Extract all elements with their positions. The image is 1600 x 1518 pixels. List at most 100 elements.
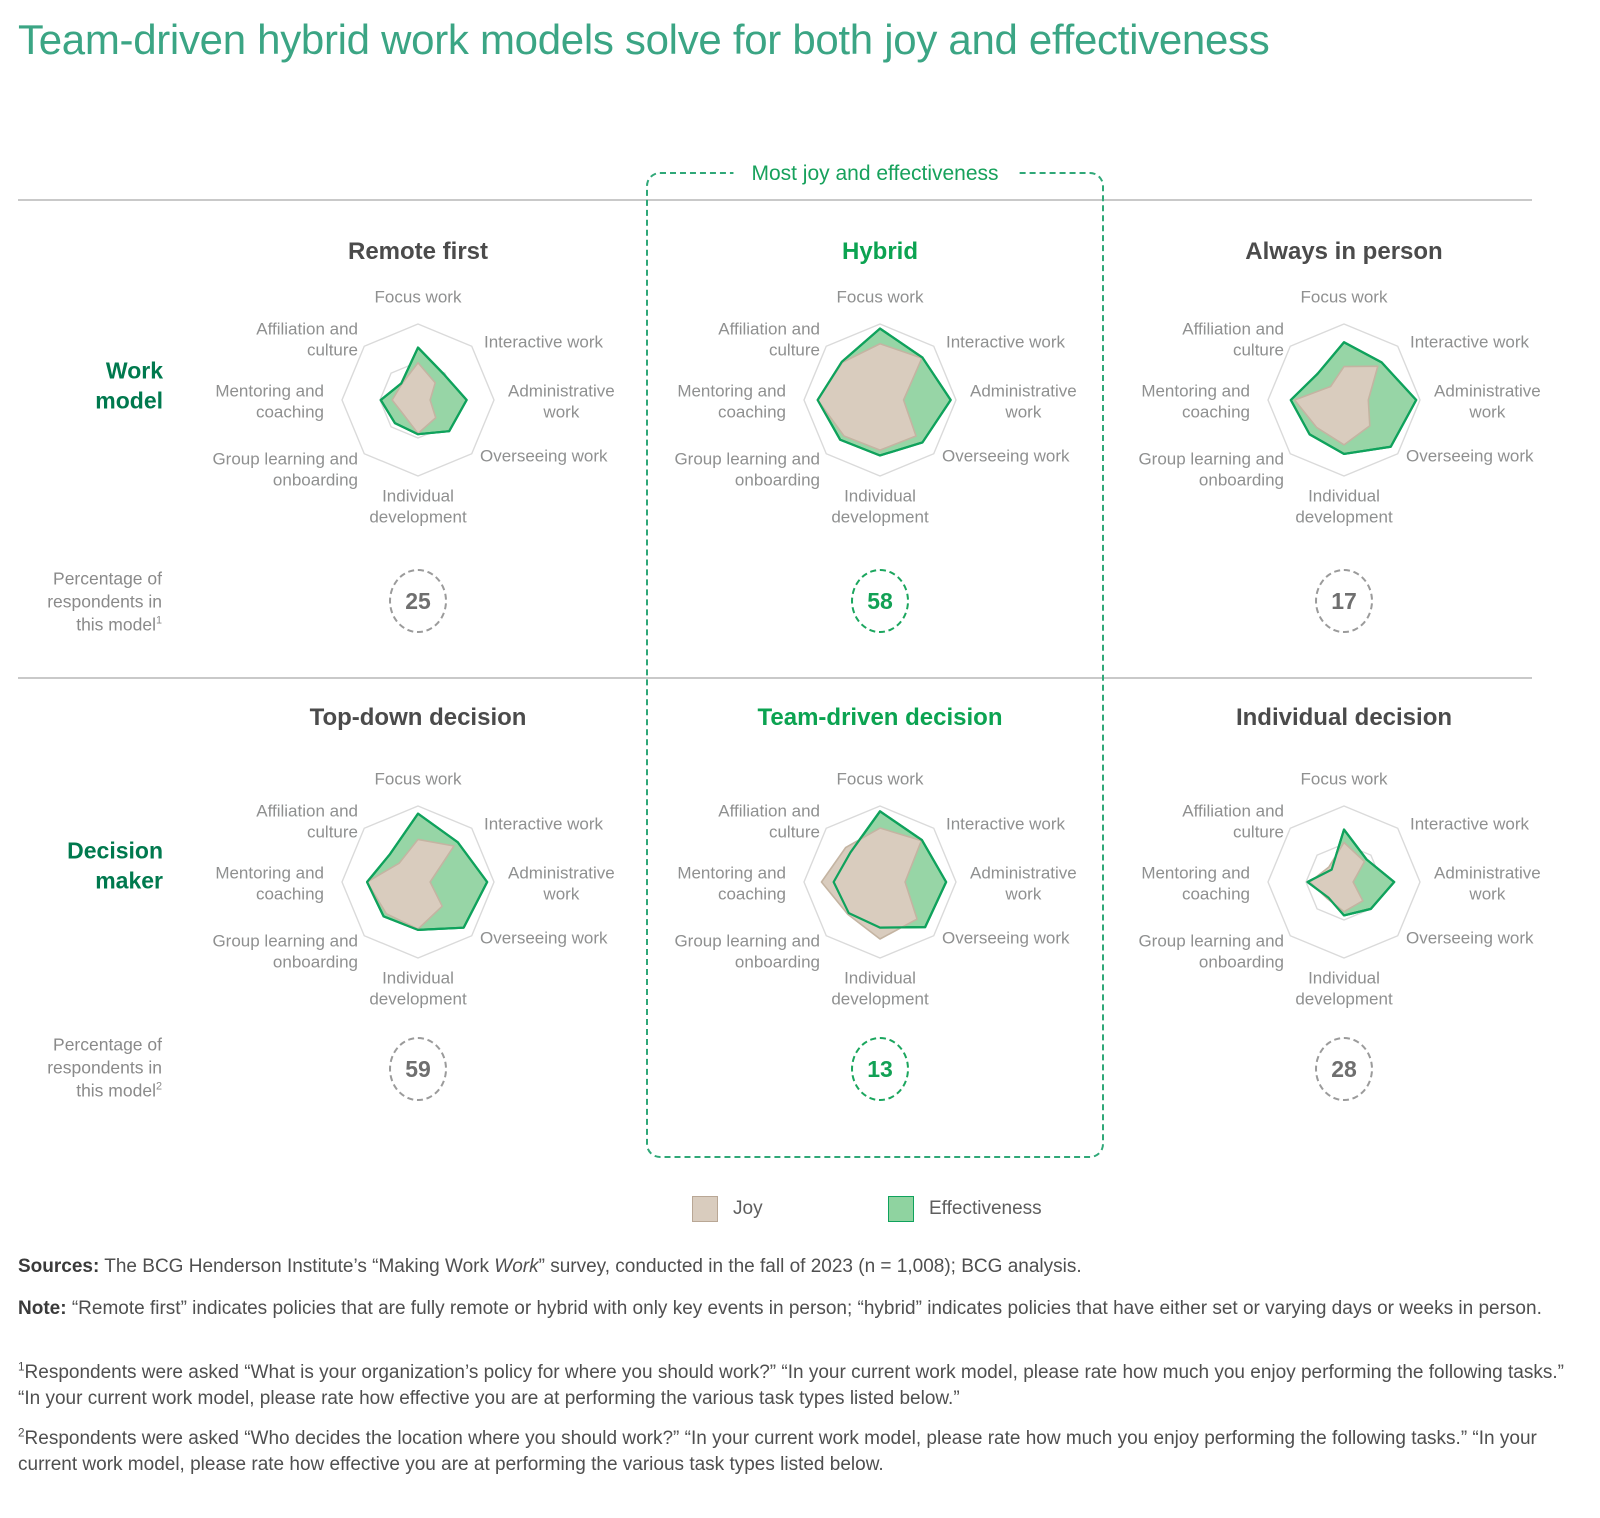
axis-label-affiliation-and-culture: Affiliation and culture xyxy=(718,319,820,359)
grid-ring xyxy=(1305,843,1383,921)
top-divider xyxy=(18,199,1532,201)
axis-label-administrative-work: Administrative work xyxy=(508,863,615,903)
row-label-decision-maker: Decision maker xyxy=(67,837,163,894)
axis-label-mentoring-and-coaching: Mentoring and coaching xyxy=(1141,863,1250,903)
axis-label-administrative-work: Administrative work xyxy=(1434,381,1541,421)
effectiveness-outline-hybrid xyxy=(816,327,952,457)
axis-label-administrative-work: Administrative work xyxy=(1434,863,1541,903)
axis-label-group-learning-and-onboarding: Group learning and onboarding xyxy=(1138,931,1284,971)
percentage-row-label-2: Percentage of respondents in this model2 xyxy=(47,1034,162,1101)
axis-label-group-learning-and-onboarding: Group learning and onboarding xyxy=(212,449,358,489)
axis-label-interactive-work: Interactive work xyxy=(946,814,1066,834)
percentage-badge-team-driven-decision: 13 xyxy=(851,1037,909,1101)
axis-label-focus-work: Focus work xyxy=(374,287,462,307)
axis-label-mentoring-and-coaching: Mentoring and coaching xyxy=(677,381,786,421)
note-label: Note: xyxy=(18,1298,67,1319)
axis-label-interactive-work: Interactive work xyxy=(1410,814,1530,834)
axis-label-overseeing-work: Overseeing work xyxy=(480,446,608,466)
axis-label-overseeing-work: Overseeing work xyxy=(942,928,1070,948)
chart-title-individual-decision: Individual decision xyxy=(1235,704,1453,731)
axis-label-overseeing-work: Overseeing work xyxy=(942,446,1070,466)
radar-chart-hybrid xyxy=(803,323,957,477)
axis-label-group-learning-and-onboarding: Group learning and onboarding xyxy=(212,931,358,971)
percentage-badge-individual-decision: 28 xyxy=(1315,1037,1373,1101)
axis-label-administrative-work: Administrative work xyxy=(970,863,1077,903)
axis-label-overseeing-work: Overseeing work xyxy=(1406,446,1534,466)
effectiveness-swatch xyxy=(888,1196,914,1222)
footnote-2: 2Respondents were asked “Who decides the… xyxy=(18,1426,1584,1478)
grid-ring xyxy=(803,323,957,477)
radar-chart-team-driven-decision xyxy=(803,805,957,959)
grid-ring xyxy=(1267,323,1421,477)
axis-label-focus-work: Focus work xyxy=(374,769,462,789)
axis-label-individual-development: Individual development xyxy=(1295,486,1393,526)
callout-label: Most joy and effectiveness xyxy=(733,162,1017,186)
chart-title-hybrid: Hybrid xyxy=(841,238,919,265)
percentage-badge-always-in-person: 17 xyxy=(1315,569,1373,633)
footnote-2-mark: 2 xyxy=(18,1426,25,1440)
effectiveness-outline-always-in-person xyxy=(1289,341,1418,456)
most-joy-callout-box: Most joy and effectiveness xyxy=(646,162,1104,1158)
joy-polygon-team-driven-decision xyxy=(820,827,923,940)
note-text: “Remote first” indicates policies that a… xyxy=(66,1298,1542,1319)
axis-label-group-learning-and-onboarding: Group learning and onboarding xyxy=(674,449,820,489)
sources-text-2: ” survey, conducted in the fall of 2023 … xyxy=(538,1256,1082,1277)
axis-label-interactive-work: Interactive work xyxy=(484,332,604,352)
joy-polygon-always-in-person xyxy=(1293,365,1379,446)
percentage-badge-remote-first: 25 xyxy=(389,569,447,633)
axis-label-affiliation-and-culture: Affiliation and culture xyxy=(256,319,358,359)
sources-line: Sources: The BCG Henderson Institute’s “… xyxy=(18,1254,1584,1280)
legend-item-joy: Joy xyxy=(692,1196,763,1222)
axis-label-group-learning-and-onboarding: Group learning and onboarding xyxy=(674,931,820,971)
effectiveness-outline-remote-first xyxy=(379,346,468,436)
joy-swatch xyxy=(692,1196,718,1222)
axis-label-individual-development: Individual development xyxy=(369,968,467,1008)
axis-label-affiliation-and-culture: Affiliation and culture xyxy=(718,801,820,841)
effectiveness-outline-individual-decision xyxy=(1306,828,1396,917)
axis-label-focus-work: Focus work xyxy=(836,287,924,307)
axis-label-mentoring-and-coaching: Mentoring and coaching xyxy=(1141,381,1250,421)
axis-label-interactive-work: Interactive work xyxy=(1410,332,1530,352)
axis-label-mentoring-and-coaching: Mentoring and coaching xyxy=(677,863,786,903)
effectiveness-legend-label: Effectiveness xyxy=(929,1198,1042,1219)
footnote-2-text: Respondents were asked “Who decides the … xyxy=(18,1428,1537,1476)
chart-title-always-in-person: Always in person xyxy=(1245,238,1443,265)
axis-label-overseeing-work: Overseeing work xyxy=(480,928,608,948)
footnote-1-text: Respondents were asked “What is your org… xyxy=(18,1362,1564,1410)
percentage-row-label-1: Percentage of respondents in this model1 xyxy=(47,568,162,635)
axis-label-individual-development: Individual development xyxy=(1295,968,1393,1008)
radar-chart-remote-first xyxy=(341,323,495,477)
percentage-badge-top-down-decision: 59 xyxy=(389,1037,447,1101)
axis-label-administrative-work: Administrative work xyxy=(508,381,615,421)
legend-item-effectiveness: Effectiveness xyxy=(888,1196,1042,1222)
grid-ring xyxy=(803,805,957,959)
chart-title-top-down-decision: Top-down decision xyxy=(309,704,527,731)
axis-label-interactive-work: Interactive work xyxy=(484,814,604,834)
axis-label-affiliation-and-culture: Affiliation and culture xyxy=(1182,319,1284,359)
note-line: Note: “Remote first” indicates policies … xyxy=(18,1296,1584,1322)
axis-label-individual-development: Individual development xyxy=(369,486,467,526)
effectiveness-outline-team-driven-decision xyxy=(832,810,948,929)
axis-label-administrative-work: Administrative work xyxy=(970,381,1077,421)
radar-chart-always-in-person xyxy=(1267,323,1421,477)
chart-title-team-driven-decision: Team-driven decision xyxy=(757,704,1003,731)
grid-ring xyxy=(1267,805,1421,959)
joy-legend-label: Joy xyxy=(733,1198,763,1219)
row-label-work-model: Work model xyxy=(95,357,163,414)
axis-label-affiliation-and-culture: Affiliation and culture xyxy=(256,801,358,841)
axis-label-focus-work: Focus work xyxy=(1300,287,1388,307)
axis-label-individual-development: Individual development xyxy=(831,486,929,526)
percentage-badge-hybrid: 58 xyxy=(851,569,909,633)
axis-label-affiliation-and-culture: Affiliation and culture xyxy=(1182,801,1284,841)
axis-label-focus-work: Focus work xyxy=(836,769,924,789)
axis-label-group-learning-and-onboarding: Group learning and onboarding xyxy=(1138,449,1284,489)
sources-label: Sources: xyxy=(18,1256,100,1277)
sources-text-1: The BCG Henderson Institute’s “Making Wo… xyxy=(99,1256,495,1277)
effectiveness-outline-top-down-decision xyxy=(365,812,489,931)
axis-label-interactive-work: Interactive work xyxy=(946,332,1066,352)
grid-ring xyxy=(341,323,495,477)
sources-italic-word: Work xyxy=(494,1256,539,1277)
axis-label-mentoring-and-coaching: Mentoring and coaching xyxy=(215,863,324,903)
middle-divider xyxy=(18,677,1532,679)
